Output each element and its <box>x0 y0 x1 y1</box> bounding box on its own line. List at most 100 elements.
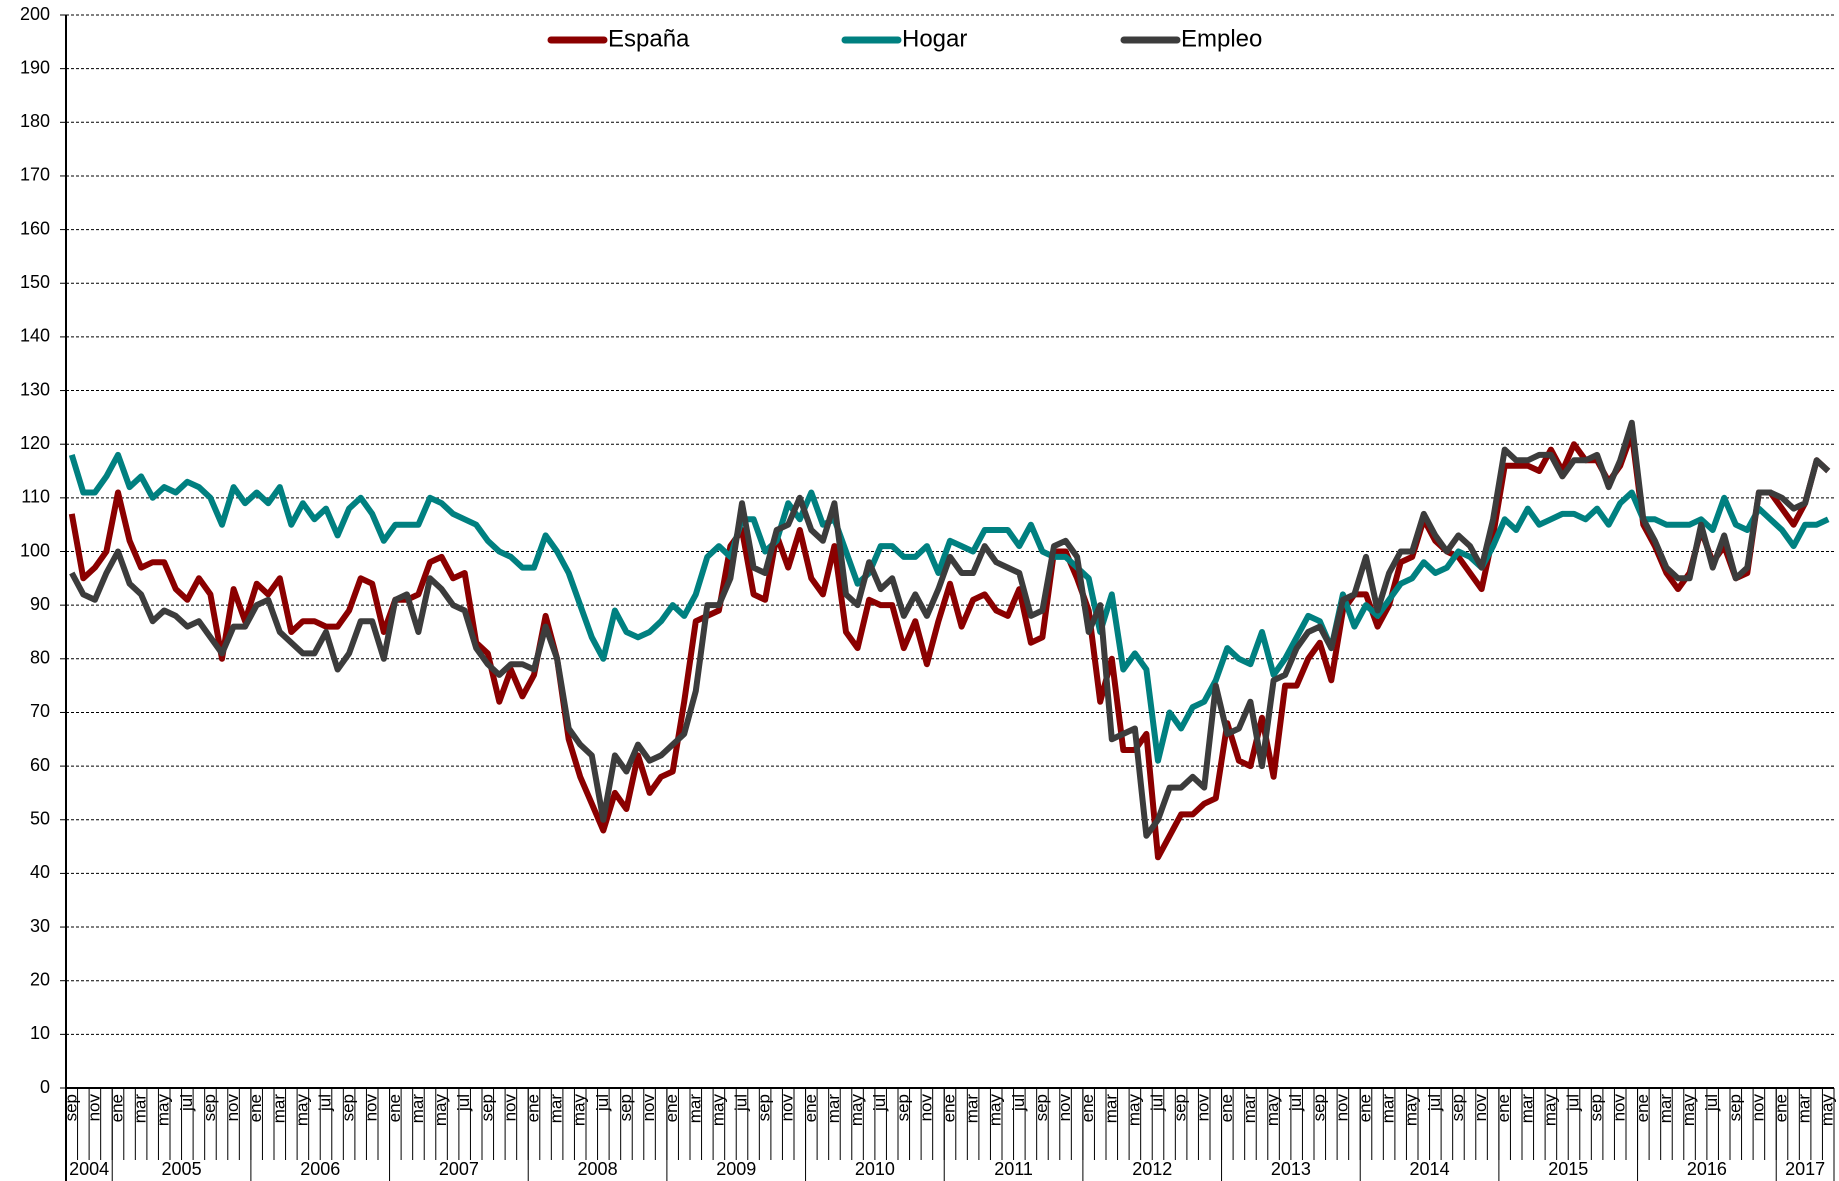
y-tick-label: 100 <box>20 540 50 560</box>
x-tick-label: mar <box>1517 1094 1536 1124</box>
x-tick-label: jul <box>593 1094 612 1112</box>
y-tick-label: 10 <box>30 1023 50 1043</box>
x-tick-label: nov <box>1748 1094 1767 1122</box>
x-tick-label: mar <box>1101 1094 1120 1124</box>
x-tick-label: mar <box>1656 1094 1675 1124</box>
year-label: 2016 <box>1687 1159 1727 1179</box>
legend-label: Hogar <box>902 25 967 52</box>
x-tick-label: may <box>431 1094 450 1127</box>
x-tick-label: may <box>570 1094 589 1127</box>
year-label: 2006 <box>300 1159 340 1179</box>
x-tick-label: mar <box>1795 1094 1814 1124</box>
x-tick-label: sep <box>477 1094 496 1121</box>
x-tick-label: jul <box>1286 1094 1305 1112</box>
y-tick-label: 50 <box>30 809 50 829</box>
x-tick-label: sep <box>1171 1094 1190 1121</box>
x-tick-label: sep <box>1587 1094 1606 1121</box>
x-tick-label: may <box>847 1094 866 1127</box>
x-tick-label: nov <box>639 1094 658 1122</box>
x-tick-label: jul <box>1702 1094 1721 1112</box>
x-tick-label: mar <box>1240 1094 1259 1124</box>
y-tick-label: 150 <box>20 272 50 292</box>
y-tick-label: 160 <box>20 218 50 238</box>
x-tick-label: nov <box>1194 1094 1213 1122</box>
x-tick-label: jul <box>1009 1094 1028 1112</box>
x-tick-label: jul <box>1425 1094 1444 1112</box>
series-line <box>69 419 1831 839</box>
year-label: 2010 <box>855 1159 895 1179</box>
year-label: 2005 <box>162 1159 202 1179</box>
y-tick-label: 80 <box>30 648 50 668</box>
x-tick-label: mar <box>824 1094 843 1124</box>
y-tick-label: 120 <box>20 433 50 453</box>
year-label: 2007 <box>439 1159 479 1179</box>
x-tick-label: nov <box>362 1094 381 1122</box>
year-label: 2011 <box>994 1159 1033 1179</box>
year-label: 2015 <box>1548 1159 1588 1179</box>
x-tick-label: jul <box>731 1094 750 1112</box>
x-tick-label: sep <box>1032 1094 1051 1121</box>
x-tick-label: sep <box>1309 1094 1328 1121</box>
x-tick-label: jul <box>177 1094 196 1112</box>
x-tick-label: nov <box>916 1094 935 1122</box>
x-tick-label: nov <box>1332 1094 1351 1122</box>
x-tick-label: nov <box>778 1094 797 1122</box>
y-tick-label: 130 <box>20 379 50 399</box>
y-tick-label: 170 <box>20 165 50 185</box>
year-label: 2017 <box>1785 1159 1825 1179</box>
y-tick-label: 40 <box>30 862 50 882</box>
x-tick-label: jul <box>1147 1094 1166 1112</box>
x-tick-label: may <box>292 1094 311 1127</box>
x-tick-label: nov <box>223 1094 242 1122</box>
x-tick-label: may <box>1679 1094 1698 1127</box>
x-tick-label: sep <box>616 1094 635 1121</box>
x-tick-label: nov <box>1055 1094 1074 1122</box>
x-tick-label: sep <box>339 1094 358 1121</box>
x-tick-label: may <box>1818 1094 1837 1127</box>
series-line <box>68 451 1830 764</box>
x-tick-label: mar <box>408 1094 427 1124</box>
x-tick-label: nov <box>1471 1094 1490 1122</box>
legend-label: España <box>608 25 690 52</box>
x-tick-label: nov <box>1610 1094 1629 1122</box>
x-tick-label: may <box>1263 1094 1282 1127</box>
y-tick-label: 190 <box>20 57 50 77</box>
x-tick-label: mar <box>131 1094 150 1124</box>
x-tick-label: nov <box>84 1094 103 1122</box>
x-tick-label: may <box>708 1094 727 1127</box>
y-tick-label: 70 <box>30 701 50 721</box>
legend-label: Empleo <box>1181 25 1262 52</box>
x-tick-label: may <box>154 1094 173 1127</box>
x-tick-label: sep <box>1725 1094 1744 1121</box>
year-label: 2014 <box>1410 1159 1450 1179</box>
y-tick-label: 20 <box>30 969 50 989</box>
y-tick-label: 0 <box>40 1077 50 1097</box>
x-tick-label: jul <box>870 1094 889 1112</box>
year-label: 2013 <box>1271 1159 1311 1179</box>
x-tick-label: jul <box>1563 1094 1582 1112</box>
year-label: 2012 <box>1132 1159 1172 1179</box>
y-tick-label: 60 <box>30 755 50 775</box>
x-tick-label: sep <box>1448 1094 1467 1121</box>
x-tick-label: may <box>1402 1094 1421 1127</box>
x-tick-label: mar <box>685 1094 704 1124</box>
y-tick-label: 140 <box>20 326 50 346</box>
year-label: 2008 <box>578 1159 618 1179</box>
x-tick-label: mar <box>269 1094 288 1124</box>
y-tick-label: 90 <box>30 594 50 614</box>
x-tick-label: jul <box>454 1094 473 1112</box>
x-tick-label: may <box>986 1094 1005 1127</box>
y-tick-label: 180 <box>20 111 50 131</box>
y-tick-label: 110 <box>21 487 50 507</box>
x-tick-label: mar <box>1379 1094 1398 1124</box>
x-tick-label: sep <box>755 1094 774 1121</box>
x-tick-label: may <box>1540 1094 1559 1127</box>
x-tick-label: sep <box>893 1094 912 1121</box>
year-label: 2004 <box>69 1159 109 1179</box>
x-tick-label: mar <box>963 1094 982 1124</box>
x-tick-label: mar <box>547 1094 566 1124</box>
x-tick-label: sep <box>61 1094 80 1121</box>
y-tick-label: 30 <box>30 916 50 936</box>
y-tick-label: 200 <box>20 4 50 24</box>
